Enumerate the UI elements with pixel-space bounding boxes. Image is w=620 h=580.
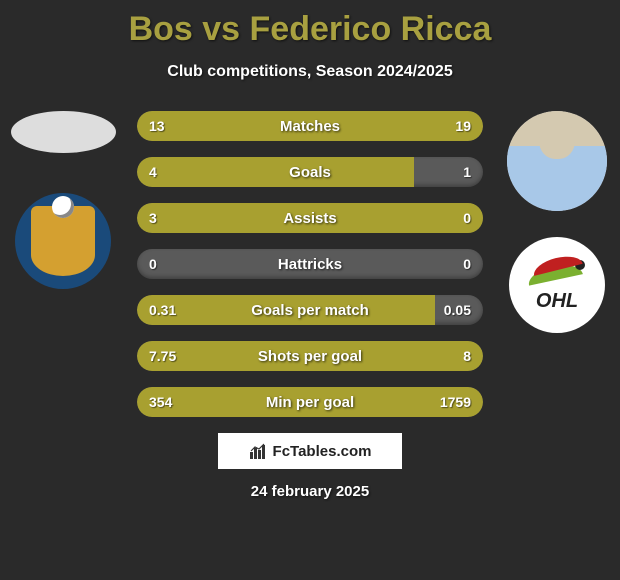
stat-value-left: 13 xyxy=(149,118,165,134)
stat-fill-left xyxy=(137,157,414,187)
stat-row: 0.31 0.05 Goals per match xyxy=(137,295,483,325)
ball-icon xyxy=(575,260,585,270)
stat-value-right: 0 xyxy=(463,210,471,226)
avatar-image xyxy=(507,111,607,211)
stat-value-right: 0.05 xyxy=(444,302,471,318)
shield-icon xyxy=(31,206,95,276)
stat-value-left: 354 xyxy=(149,394,172,410)
stat-label: Hattricks xyxy=(278,256,342,273)
comparison-content: OHL 13 19 Matches 4 1 Goals 3 0 Assists 0 0 Hattric… xyxy=(0,111,620,417)
branding-text: FcTables.com xyxy=(273,443,372,460)
stat-row: 0 0 Hattricks xyxy=(137,249,483,279)
stat-label: Min per goal xyxy=(266,394,354,411)
stats-bars: 13 19 Matches 4 1 Goals 3 0 Assists 0 0 Hattricks 0.… xyxy=(137,111,483,417)
page-subtitle: Club competitions, Season 2024/2025 xyxy=(0,63,620,81)
left-player-column xyxy=(8,111,118,289)
club-badge-right-label: OHL xyxy=(536,290,578,313)
player-left-avatar xyxy=(11,111,116,153)
stat-value-right: 1 xyxy=(463,164,471,180)
date-label: 24 february 2025 xyxy=(0,483,620,500)
stat-label: Matches xyxy=(280,118,340,135)
stat-value-left: 4 xyxy=(149,164,157,180)
right-player-column: OHL xyxy=(502,111,612,333)
stat-row: 13 19 Matches xyxy=(137,111,483,141)
page-title: Bos vs Federico Ricca xyxy=(0,0,620,49)
stat-label: Goals xyxy=(289,164,331,181)
stat-value-right: 19 xyxy=(455,118,471,134)
stat-row: 3 0 Assists xyxy=(137,203,483,233)
chart-icon xyxy=(249,442,267,460)
player-right-avatar xyxy=(507,111,607,211)
stat-value-right: 1759 xyxy=(440,394,471,410)
club-badge-left xyxy=(15,193,111,289)
stat-label: Goals per match xyxy=(251,302,369,319)
stat-row: 7.75 8 Shots per goal xyxy=(137,341,483,371)
stat-value-left: 3 xyxy=(149,210,157,226)
stat-row: 4 1 Goals xyxy=(137,157,483,187)
branding[interactable]: FcTables.com xyxy=(218,433,402,469)
club-badge-right: OHL xyxy=(509,237,605,333)
stat-value-right: 8 xyxy=(463,348,471,364)
stat-value-right: 0 xyxy=(463,256,471,272)
stat-row: 354 1759 Min per goal xyxy=(137,387,483,417)
swoosh-icon xyxy=(527,258,587,288)
stat-label: Shots per goal xyxy=(258,348,362,365)
stat-label: Assists xyxy=(283,210,336,227)
stat-value-left: 0 xyxy=(149,256,157,272)
stat-value-left: 7.75 xyxy=(149,348,176,364)
stat-value-left: 0.31 xyxy=(149,302,176,318)
